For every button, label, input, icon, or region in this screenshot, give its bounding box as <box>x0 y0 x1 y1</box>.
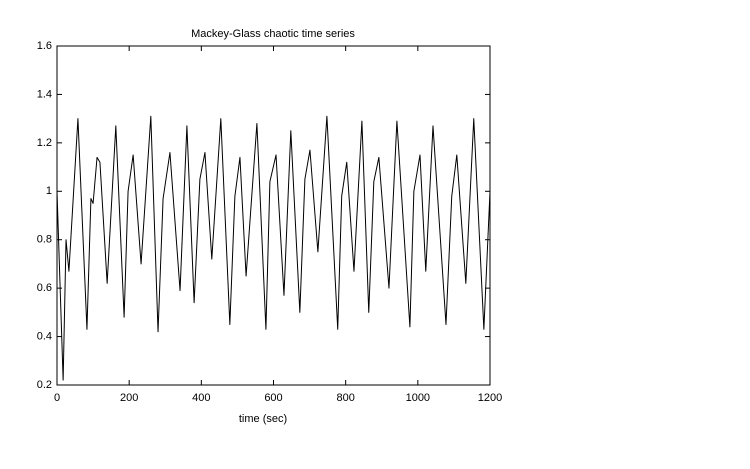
y-tick-label: 0.2 <box>37 379 52 391</box>
y-tick-label: 1.6 <box>37 40 52 52</box>
x-axis-label: time (sec) <box>239 413 287 425</box>
y-tick-label: 1.4 <box>37 88 52 100</box>
series-line <box>56 115 491 381</box>
x-tick-label: 200 <box>120 392 138 404</box>
y-tick-label: 0.6 <box>37 282 52 294</box>
chart-title: Mackey-Glass chaotic time series <box>191 28 355 40</box>
y-tick-label: 1 <box>46 185 52 197</box>
x-tick-label: 1200 <box>478 392 502 404</box>
x-tick-label: 1000 <box>406 392 430 404</box>
y-tick-label: 1.2 <box>37 137 52 149</box>
plot-frame <box>56 45 491 386</box>
x-tick-label: 800 <box>336 392 354 404</box>
y-tick-label: 0.8 <box>37 234 52 246</box>
x-tick-label: 0 <box>54 392 60 404</box>
y-tick-label: 0.4 <box>37 330 52 342</box>
x-tick-label: 600 <box>264 392 282 404</box>
x-tick-label: 400 <box>192 392 210 404</box>
